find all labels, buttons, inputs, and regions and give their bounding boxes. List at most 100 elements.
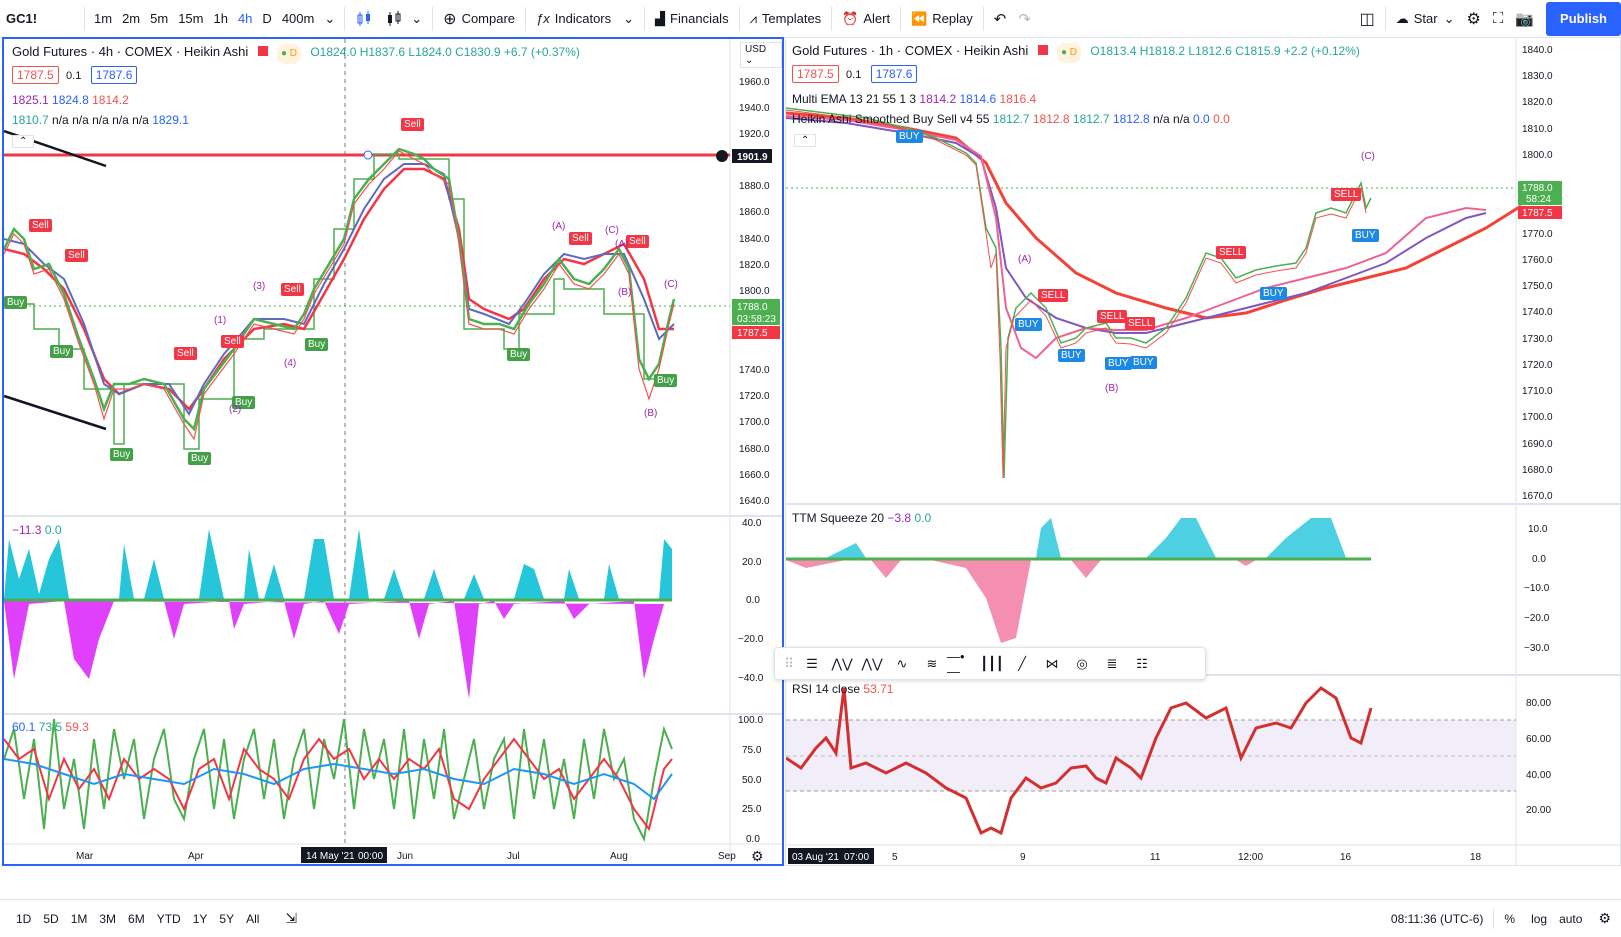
data-status-badge: ● D <box>277 44 301 64</box>
ha-value-3: 1812.7 <box>1073 112 1110 126</box>
date-range-button[interactable]: ⇲ <box>285 910 297 927</box>
time-axis[interactable]: 5 9 11 12:00 16 18 <box>892 852 1482 863</box>
divider <box>831 7 832 31</box>
buy-price-box[interactable]: 1787.6 <box>871 65 918 83</box>
curve-tool-icon[interactable]: ∿ <box>887 651 917 677</box>
hline-price-text: 1901.9 <box>737 152 768 163</box>
range-5d[interactable]: 5D <box>37 912 64 926</box>
percent-toggle[interactable]: % <box>1494 912 1525 926</box>
auto-toggle[interactable]: auto <box>1553 912 1588 926</box>
alert-button[interactable]: ⏰ Alert <box>836 0 896 38</box>
wave-label: (B) <box>1105 383 1118 394</box>
range-6m[interactable]: 6M <box>122 912 151 926</box>
interval-d[interactable]: D <box>257 11 276 26</box>
layout-button[interactable]: ◫ <box>1354 0 1381 38</box>
trend-line-drawing[interactable] <box>4 396 106 429</box>
time-tick: 9 <box>1020 852 1026 863</box>
fib-extension-icon[interactable]: ≣ <box>1097 651 1127 677</box>
ema-value-1: 1814.2 <box>919 92 956 106</box>
range-ytd[interactable]: YTD <box>151 912 187 926</box>
publish-button[interactable]: Publish <box>1546 2 1621 36</box>
settings-button[interactable]: ⚙ <box>1461 0 1487 38</box>
time-axis[interactable]: Mar Apr Jun Jul Aug Sep <box>76 851 736 862</box>
candles-icon <box>355 10 373 28</box>
buy-signal: Buy <box>50 345 73 358</box>
interval-4h[interactable]: 4h <box>233 11 257 26</box>
indicators-button[interactable]: ƒx Indicators ⌄ <box>530 0 640 38</box>
timezone-clock[interactable]: 08:11:36 (UTC-6) <box>1381 912 1493 926</box>
chart-type-button[interactable]: ⌄ <box>379 0 428 38</box>
drag-handle-icon[interactable]: ⠿ <box>781 651 797 677</box>
add-alert-icon[interactable] <box>716 150 728 162</box>
interval-1m[interactable]: 1m <box>89 11 117 26</box>
spiral-icon[interactable]: ◎ <box>1067 651 1097 677</box>
cloud-icon: ☁ <box>1396 11 1409 27</box>
range-all[interactable]: All <box>240 912 265 926</box>
ha-value-7: 0.0 <box>1193 112 1210 126</box>
snapshot-button[interactable]: 📷 <box>1509 0 1540 38</box>
ray-icon[interactable]: —•— <box>947 651 977 677</box>
chevron-down-icon[interactable]: ⌄ <box>319 11 340 27</box>
ema-value-3: 1816.4 <box>1000 92 1037 106</box>
undo-button[interactable]: ↶ <box>988 0 1013 38</box>
publish-label: Publish <box>1560 11 1607 26</box>
sell-price-box[interactable]: 1787.5 <box>12 66 59 84</box>
right-chart-canvas[interactable]: 1840.0 1830.0 1820.0 1810.0 1800.0 1770.… <box>786 38 1620 865</box>
abc-pattern-icon[interactable]: ⋀⋁ <box>857 651 887 677</box>
range-1d[interactable]: 1D <box>10 912 37 926</box>
line-handle[interactable] <box>364 151 372 159</box>
right-ohlc: O1813.4 H1818.2 L1812.6 C1815.9 +2.2 (+0… <box>1090 44 1360 58</box>
redo-icon: ↷ <box>1018 10 1031 28</box>
ema-mid-line <box>786 118 1486 333</box>
fullscreen-button[interactable]: ⛶ <box>1487 0 1510 38</box>
divider <box>644 7 645 31</box>
sell-price-box[interactable]: 1787.5 <box>792 65 839 83</box>
replay-button[interactable]: ⏪ Replay <box>905 0 979 38</box>
interval-5m[interactable]: 5m <box>145 11 173 26</box>
wave-pattern-icon[interactable]: ⋀⋁ <box>827 651 857 677</box>
flag-icon[interactable] <box>1038 45 1048 55</box>
log-toggle[interactable]: log <box>1525 912 1553 926</box>
horizontal-lines-icon[interactable]: ☰ <box>797 651 827 677</box>
ha-value-5: n/a <box>112 113 129 127</box>
currency-button[interactable]: USD ⌄ <box>740 42 782 68</box>
flag-icon[interactable] <box>258 46 268 56</box>
fib-retracement-icon[interactable]: ☷ <box>1127 651 1157 677</box>
range-3m[interactable]: 3M <box>93 912 122 926</box>
range-1y[interactable]: 1Y <box>187 912 214 926</box>
interval-15m[interactable]: 15m <box>173 11 208 26</box>
ha-value-1: 1812.7 <box>993 112 1030 126</box>
gear-icon[interactable]: ⚙ <box>751 848 764 864</box>
channel-icon[interactable]: ≋ <box>917 651 947 677</box>
compare-button[interactable]: ⊕ Compare <box>437 0 521 38</box>
time-tick: Aug <box>610 851 628 862</box>
save-layout-button[interactable]: ☁ Star ⌄ <box>1390 0 1461 38</box>
right-chart-pane[interactable]: 1840.0 1830.0 1820.0 1810.0 1800.0 1770.… <box>785 37 1621 866</box>
bars-pattern-icon[interactable]: ┃┃┃ <box>977 651 1007 677</box>
interval-2m[interactable]: 2m <box>117 11 145 26</box>
wave-label: (2) <box>229 404 241 415</box>
range-5y[interactable]: 5Y <box>213 912 240 926</box>
interval-400m[interactable]: 400m <box>277 11 320 26</box>
wave-label: (C) <box>664 279 678 290</box>
buy-price-box[interactable]: 1787.6 <box>91 66 138 84</box>
left-chart-pane[interactable]: 1960.0 1940.0 1920.0 1880.0 1860.0 1840.… <box>2 37 784 866</box>
price-axis[interactable]: 1960.0 1940.0 1920.0 1880.0 1860.0 1840.… <box>738 77 770 845</box>
interval-group: 1m 2m 5m 15m 1h 4h D 400m ⌄ <box>89 0 340 38</box>
symbol-search[interactable]: GC1! <box>0 0 80 38</box>
financials-button[interactable]: ▟ Financials <box>649 0 735 38</box>
xabcd-pattern-icon[interactable]: ⋈ <box>1037 651 1067 677</box>
price-step: 0.1 <box>846 69 861 81</box>
templates-button[interactable]: ⩘ Templates <box>744 0 828 38</box>
price-axis[interactable]: 1840.0 1830.0 1820.0 1810.0 1800.0 1770.… <box>1522 45 1553 816</box>
squeeze-tick: 0.0 <box>1532 554 1546 565</box>
collapse-button[interactable]: ⌃ <box>12 135 34 148</box>
interval-1h[interactable]: 1h <box>208 11 232 26</box>
bar-style-button[interactable] <box>349 0 379 38</box>
squeeze-value: −3.8 <box>887 511 911 525</box>
collapse-button[interactable]: ⌃ <box>794 134 816 147</box>
range-1m[interactable]: 1M <box>65 912 94 926</box>
redo-button[interactable]: ↷ <box>1012 0 1037 38</box>
settings-button[interactable]: ⚙ <box>1588 910 1621 927</box>
trend-line-icon[interactable]: ╱ <box>1007 651 1037 677</box>
